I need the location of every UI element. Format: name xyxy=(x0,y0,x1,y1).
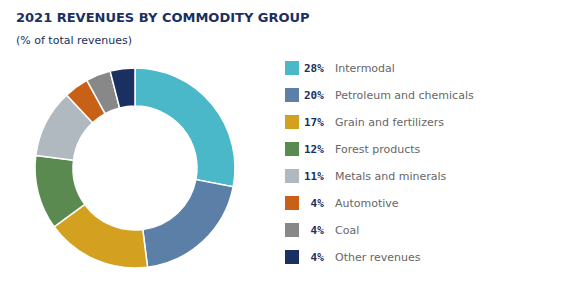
legend-pct: 4% xyxy=(304,251,324,264)
legend-swatch xyxy=(285,250,299,264)
legend-swatch xyxy=(285,115,299,129)
legend-label: Other revenues xyxy=(335,251,421,264)
legend-swatch xyxy=(285,196,299,210)
legend-pct: 4% xyxy=(304,197,324,210)
legend-pct: 4% xyxy=(304,224,324,237)
subtitle: (% of total revenues) xyxy=(16,34,132,47)
slice xyxy=(35,155,85,226)
legend-label: Forest products xyxy=(335,143,421,156)
legend-swatch xyxy=(285,142,299,156)
slice xyxy=(143,180,233,268)
legend-label: Petroleum and chemicals xyxy=(335,89,474,102)
legend-label: Grain and fertilizers xyxy=(335,116,444,129)
legend: 28% Intermodal 20% Petroleum and chemicals 1… xyxy=(285,61,474,264)
legend-pct: 12% xyxy=(304,143,324,156)
slice xyxy=(110,68,135,108)
legend-swatch xyxy=(285,169,299,183)
legend-label: Intermodal xyxy=(335,62,395,75)
slice xyxy=(135,68,235,187)
chart: 2021 REVENUES BY COMMODITY GROUP (% of to… xyxy=(0,0,586,281)
legend-pct: 20% xyxy=(304,89,324,102)
legend-label: Metals and minerals xyxy=(335,170,447,183)
legend-pct: 28% xyxy=(304,62,324,75)
legend-label: Automotive xyxy=(335,197,399,210)
legend-label: Coal xyxy=(335,224,359,237)
legend-swatch xyxy=(285,223,299,237)
legend-pct: 11% xyxy=(304,170,324,183)
legend-swatch xyxy=(285,88,299,102)
donut xyxy=(35,68,235,268)
title: 2021 REVENUES BY COMMODITY GROUP xyxy=(16,10,310,25)
legend-pct: 17% xyxy=(304,116,324,129)
legend-swatch xyxy=(285,61,299,75)
